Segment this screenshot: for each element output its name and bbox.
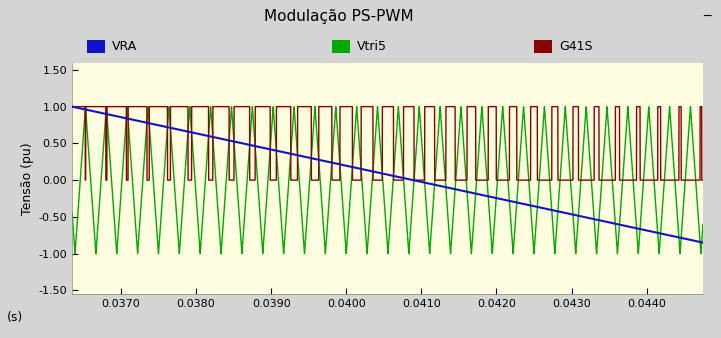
- Text: ─: ─: [703, 10, 710, 23]
- Text: G41S: G41S: [559, 40, 592, 53]
- Bar: [534, 40, 552, 53]
- Y-axis label: Tensão (pu): Tensão (pu): [22, 142, 35, 215]
- Text: Vtri5: Vtri5: [357, 40, 387, 53]
- Bar: [87, 40, 105, 53]
- Text: VRA: VRA: [112, 40, 137, 53]
- Text: (s): (s): [7, 312, 24, 324]
- Bar: [332, 40, 350, 53]
- Text: Modulação PS-PWM: Modulação PS-PWM: [264, 9, 414, 24]
